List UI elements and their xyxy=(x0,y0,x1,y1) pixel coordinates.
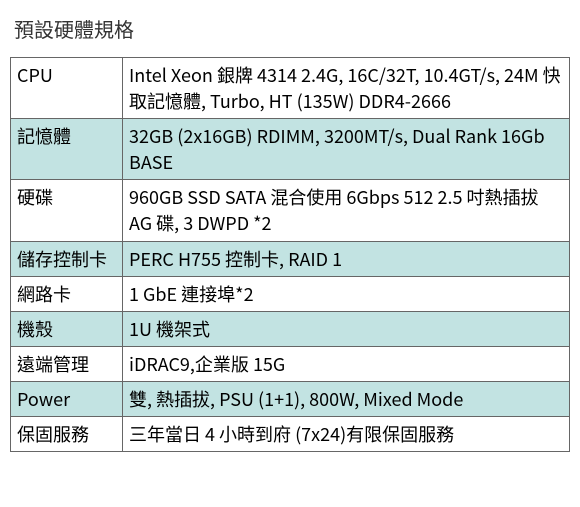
spec-value: 三年當日 4 小時到府 (7x24)有限保固服務 xyxy=(123,417,570,452)
table-row: 硬碟960GB SSD SATA 混合使用 6Gbps 512 2.5 吋熱插拔… xyxy=(11,180,570,241)
spec-value: 1 GbE 連接埠*2 xyxy=(123,276,570,311)
spec-label: CPU xyxy=(11,58,123,119)
table-row: 機殼1U 機架式 xyxy=(11,311,570,346)
table-row: 保固服務三年當日 4 小時到府 (7x24)有限保固服務 xyxy=(11,417,570,452)
table-row: Power雙, 熱插拔, PSU (1+1), 800W, Mixed Mode xyxy=(11,381,570,416)
spec-label: Power xyxy=(11,381,123,416)
spec-value: PERC H755 控制卡, RAID 1 xyxy=(123,241,570,276)
spec-table: CPUIntel Xeon 銀牌 4314 2.4G, 16C/32T, 10.… xyxy=(10,57,570,452)
spec-label: 儲存控制卡 xyxy=(11,241,123,276)
spec-label: 硬碟 xyxy=(11,180,123,241)
table-row: 記憶體32GB (2x16GB) RDIMM, 3200MT/s, Dual R… xyxy=(11,119,570,180)
spec-value: 1U 機架式 xyxy=(123,311,570,346)
spec-label: 機殼 xyxy=(11,311,123,346)
spec-value: Intel Xeon 銀牌 4314 2.4G, 16C/32T, 10.4GT… xyxy=(123,58,570,119)
spec-label: 保固服務 xyxy=(11,417,123,452)
spec-value: 960GB SSD SATA 混合使用 6Gbps 512 2.5 吋熱插拔 A… xyxy=(123,180,570,241)
spec-value: 雙, 熱插拔, PSU (1+1), 800W, Mixed Mode xyxy=(123,381,570,416)
page-title: 預設硬體規格 xyxy=(14,14,570,43)
spec-value: 32GB (2x16GB) RDIMM, 3200MT/s, Dual Rank… xyxy=(123,119,570,180)
spec-value: iDRAC9,企業版 15G xyxy=(123,346,570,381)
table-row: 儲存控制卡PERC H755 控制卡, RAID 1 xyxy=(11,241,570,276)
table-row: 遠端管理iDRAC9,企業版 15G xyxy=(11,346,570,381)
spec-label: 網路卡 xyxy=(11,276,123,311)
table-row: 網路卡1 GbE 連接埠*2 xyxy=(11,276,570,311)
spec-label: 記憶體 xyxy=(11,119,123,180)
spec-label: 遠端管理 xyxy=(11,346,123,381)
table-row: CPUIntel Xeon 銀牌 4314 2.4G, 16C/32T, 10.… xyxy=(11,58,570,119)
